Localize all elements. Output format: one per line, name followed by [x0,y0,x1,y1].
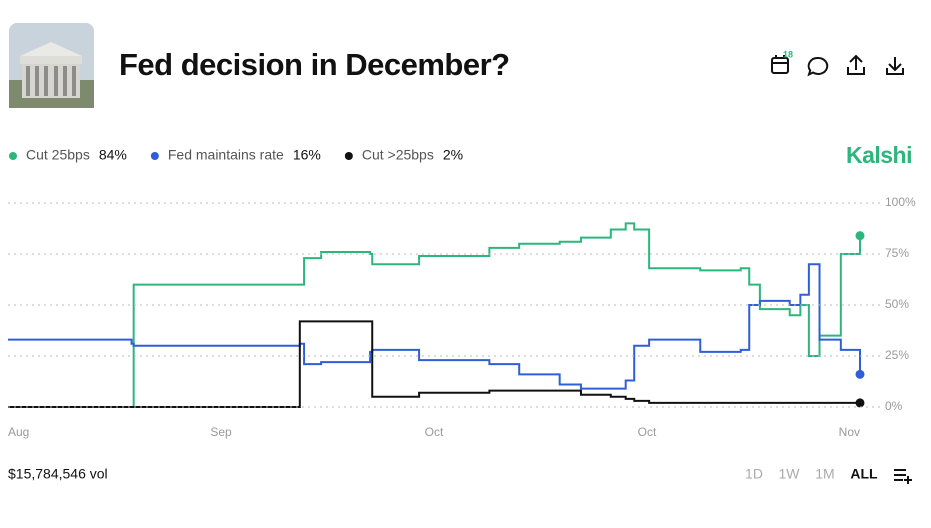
series-line [8,320,860,408]
y-tick-label: 0% [885,399,903,413]
y-tick-label: 75% [885,246,909,260]
range-button[interactable]: ALL [850,466,878,482]
y-tick-label: 100% [885,195,916,209]
series-line [8,222,861,408]
comment-button[interactable] [807,56,829,77]
range-button[interactable]: 1M [815,466,834,482]
title: Fed decision in December? [119,47,510,82]
series-line [8,263,861,390]
x-tick-label: Nov [839,425,860,439]
share-button[interactable] [847,54,865,75]
legend-label: Cut >25bps [362,147,434,163]
legend-value: 84% [99,147,127,163]
x-tick-label: Oct [425,425,444,439]
range-button[interactable]: 1W [779,466,801,482]
download-button[interactable] [886,57,904,75]
end-dot [855,231,865,241]
legend-swatch [150,152,159,160]
x-tick-label: Oct [638,425,657,439]
x-tick-label: Aug [8,425,29,439]
x-tick-label: Sep [210,425,232,439]
end-dot [855,398,865,408]
y-tick-label: 50% [885,297,909,311]
legend-label: Cut 25bps [26,147,90,163]
legend-swatch [344,152,353,160]
market-image [9,23,94,108]
calendar-badge: 18 [783,49,793,59]
legend-label: Fed maintains rate [168,147,284,163]
plot [8,222,865,408]
legend-value: 16% [293,147,321,163]
y-tick-label: 25% [885,348,909,362]
menu-button[interactable] [894,469,912,484]
range-button[interactable]: 1D [745,466,763,482]
legend-value: 2% [443,147,463,163]
legend-swatch [9,152,17,160]
calendar-button[interactable] [771,55,789,74]
volume: $15,784,546 vol [8,466,108,482]
end-dot [855,369,865,379]
brand: Kalshi [846,142,912,168]
